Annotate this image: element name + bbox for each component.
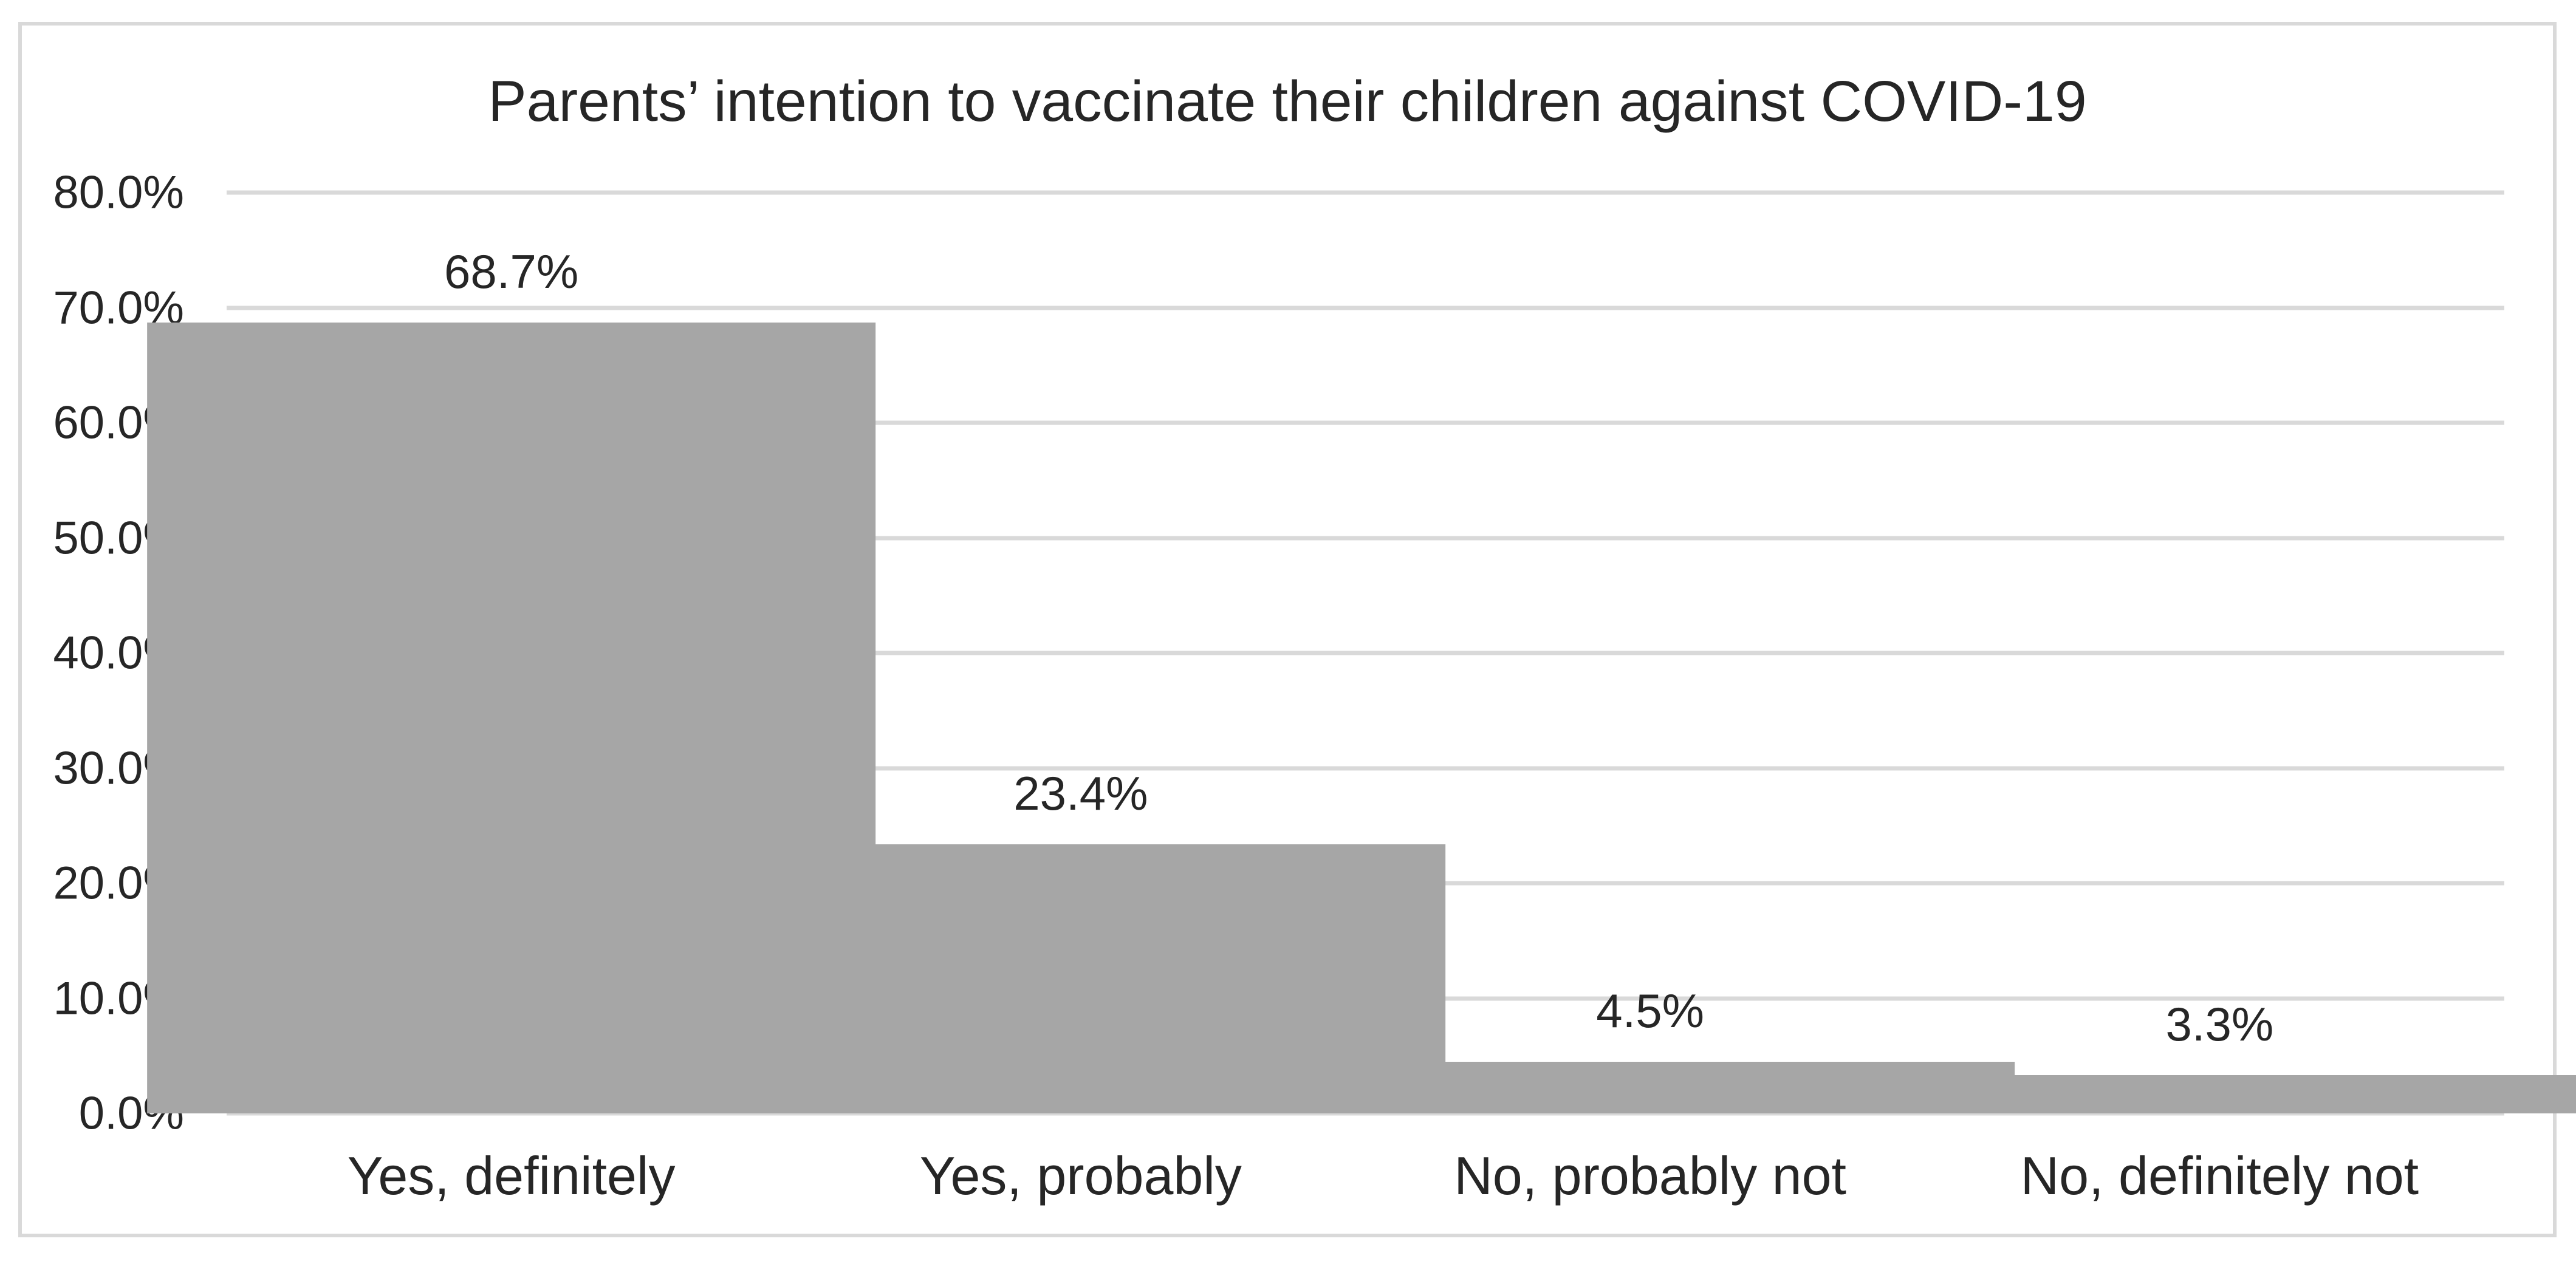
gridline bbox=[227, 306, 2504, 310]
x-category-label: Yes, probably bbox=[919, 1146, 1242, 1206]
gridline bbox=[227, 420, 2504, 425]
x-category-label: No, probably not bbox=[1454, 1146, 1846, 1206]
x-category-label: Yes, definitely bbox=[347, 1146, 676, 1206]
y-tick-label: 80.0% bbox=[53, 166, 185, 219]
x-category-label: No, definitely not bbox=[2020, 1146, 2419, 1206]
gridline bbox=[227, 651, 2504, 655]
gridline bbox=[227, 1111, 2504, 1116]
gridline bbox=[227, 536, 2504, 540]
bar-value-label: 68.7% bbox=[444, 245, 579, 299]
bar-value-label: 4.5% bbox=[1596, 983, 1705, 1037]
chart-title: Parents’ intention to vaccinate their ch… bbox=[488, 69, 2087, 134]
bar-value-label: 3.3% bbox=[2165, 997, 2274, 1051]
chart: Parents’ intention to vaccinate their ch… bbox=[18, 22, 2576, 1237]
bar-value-label: 23.4% bbox=[1013, 766, 1148, 820]
gridline bbox=[227, 190, 2504, 195]
plot-area: 80.0% 70.0% 60.0% 50.0% 40.0% 30.0% 20.0% 10.0%… bbox=[53, 167, 2576, 1206]
gridline bbox=[227, 766, 2504, 770]
bar-no-definitely-not bbox=[1855, 1075, 2576, 1113]
